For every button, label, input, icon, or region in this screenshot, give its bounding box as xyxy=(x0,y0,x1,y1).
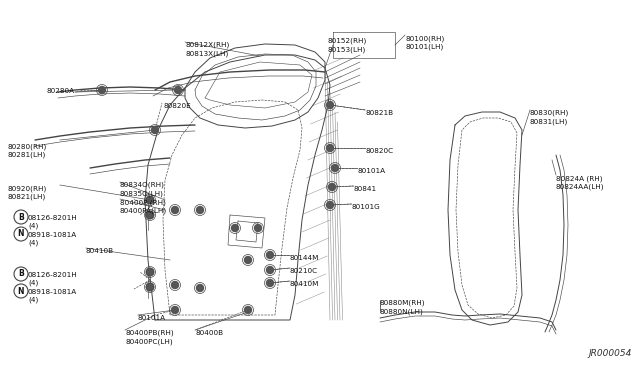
Text: 80841: 80841 xyxy=(354,186,377,192)
Text: N: N xyxy=(18,286,24,295)
Text: 08126-8201H
(4): 08126-8201H (4) xyxy=(28,272,77,286)
Circle shape xyxy=(147,283,154,291)
Circle shape xyxy=(147,196,154,203)
Circle shape xyxy=(147,269,154,276)
Text: 80210C: 80210C xyxy=(290,268,318,274)
Circle shape xyxy=(326,102,333,109)
Text: 80812X(RH)
80813X(LH): 80812X(RH) 80813X(LH) xyxy=(185,42,229,57)
Circle shape xyxy=(175,87,182,93)
Text: B: B xyxy=(18,212,24,221)
Text: 80410B: 80410B xyxy=(86,248,114,254)
Text: 80824A (RH)
80824AA(LH): 80824A (RH) 80824AA(LH) xyxy=(556,175,605,190)
Circle shape xyxy=(266,279,273,286)
Text: N: N xyxy=(18,230,24,238)
Circle shape xyxy=(196,206,204,214)
Text: 80100(RH)
80101(LH): 80100(RH) 80101(LH) xyxy=(405,35,444,50)
Text: 08918-1081A
(4): 08918-1081A (4) xyxy=(28,232,77,246)
Text: 80400PB(RH)
80400PC(LH): 80400PB(RH) 80400PC(LH) xyxy=(125,330,173,345)
Circle shape xyxy=(266,266,273,273)
Circle shape xyxy=(196,285,204,292)
Circle shape xyxy=(332,164,339,171)
Circle shape xyxy=(232,224,239,231)
Text: 80820E: 80820E xyxy=(163,103,191,109)
Text: 80152(RH)
80153(LH): 80152(RH) 80153(LH) xyxy=(328,38,367,53)
Text: 80101A: 80101A xyxy=(358,168,386,174)
Text: 80400P (RH)
80400PA(LH): 80400P (RH) 80400PA(LH) xyxy=(120,199,167,214)
Circle shape xyxy=(172,307,179,314)
Circle shape xyxy=(99,87,106,93)
Text: 80830(RH)
80831(LH): 80830(RH) 80831(LH) xyxy=(530,110,569,125)
Text: 80101A: 80101A xyxy=(138,315,166,321)
Text: 80834O(RH)
80835O(LH): 80834O(RH) 80835O(LH) xyxy=(120,182,165,197)
Text: 80410M: 80410M xyxy=(290,281,319,287)
Text: 80280(RH)
80281(LH): 80280(RH) 80281(LH) xyxy=(8,143,47,158)
Circle shape xyxy=(255,224,262,231)
Circle shape xyxy=(328,183,335,190)
Circle shape xyxy=(172,206,179,214)
Text: 08918-1081A
(4): 08918-1081A (4) xyxy=(28,289,77,303)
Circle shape xyxy=(326,202,333,208)
Circle shape xyxy=(326,144,333,151)
Circle shape xyxy=(244,307,252,314)
Circle shape xyxy=(266,251,273,259)
Circle shape xyxy=(172,282,179,289)
Circle shape xyxy=(147,212,154,218)
Text: 08126-8201H
(4): 08126-8201H (4) xyxy=(28,215,77,229)
Circle shape xyxy=(244,257,252,263)
Text: 80920(RH)
80821(LH): 80920(RH) 80821(LH) xyxy=(8,185,47,200)
Text: 80101G: 80101G xyxy=(352,204,381,210)
Text: 80280A: 80280A xyxy=(47,88,75,94)
Text: 80144M: 80144M xyxy=(290,255,319,261)
Text: B: B xyxy=(18,269,24,279)
Text: 80400B: 80400B xyxy=(195,330,223,336)
Text: 80820C: 80820C xyxy=(366,148,394,154)
Text: 80821B: 80821B xyxy=(366,110,394,116)
Text: JR000054: JR000054 xyxy=(589,349,632,358)
Circle shape xyxy=(152,126,159,134)
Text: 80880M(RH)
80880N(LH): 80880M(RH) 80880N(LH) xyxy=(380,300,426,315)
